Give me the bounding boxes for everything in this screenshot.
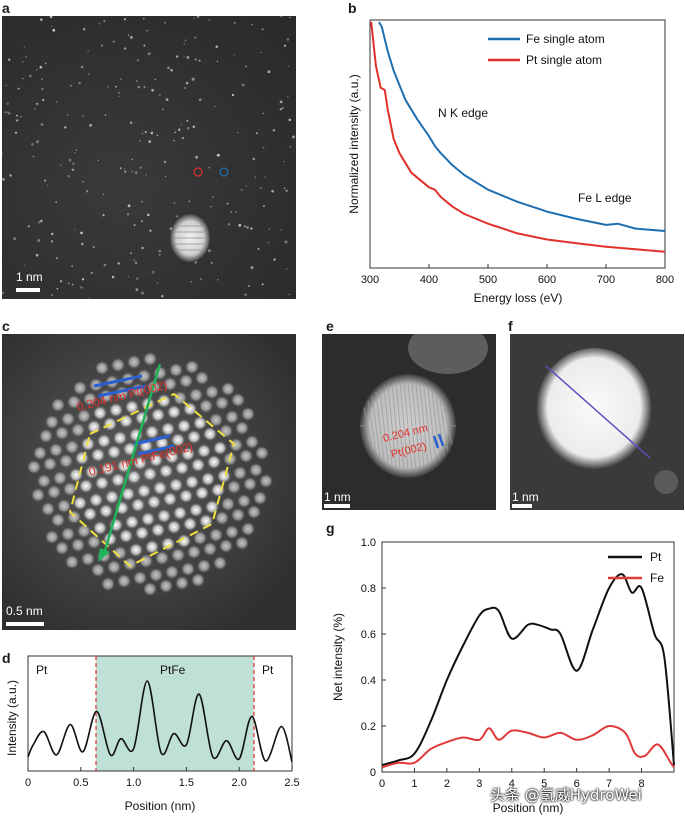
- stem-image-c: 0.204 nm Pt(002) 0.191 nm PtFe(002) 0.5 …: [2, 334, 296, 630]
- chart-g-series-fe: [381, 724, 675, 769]
- chart-d-xtick-label: 1.0: [126, 777, 141, 789]
- region-label-ptfe: PtFe: [160, 663, 186, 677]
- chart-g-xtick-label: 3: [476, 778, 482, 790]
- scalebar-c: [6, 622, 44, 626]
- legend-b: Fe single atom Pt single atom: [488, 32, 605, 67]
- legend-b-label-fe: Fe single atom: [526, 32, 605, 46]
- chart-g-ytick-label: 0.4: [361, 675, 376, 687]
- chart-g-xtick-label: 8: [638, 778, 644, 790]
- lattice-line-ptfe-1: [133, 434, 171, 446]
- chart-g-ytick-label: 1.0: [361, 537, 376, 549]
- arrow-head: [98, 548, 110, 562]
- legend-g: Pt Fe: [608, 550, 664, 585]
- chart-d-series-intensity: [27, 680, 293, 763]
- watermark: 头条 @氢威HydroWei: [490, 786, 642, 804]
- chart-g-xtick-label: 1: [411, 778, 417, 790]
- stem-image-e: 0.204 nm Pt(002) 1 nm: [322, 334, 496, 510]
- panel-letter-g: g: [326, 520, 335, 536]
- chart-g-series-pt: [381, 573, 675, 767]
- lattice-line-pt-2: [97, 384, 147, 398]
- stem-image-f: 1 nm: [510, 334, 684, 510]
- chart-g-ytick-label: 0.6: [361, 629, 376, 641]
- line-profile-arrow: [102, 363, 162, 555]
- chart-d-ylabel: Intensity (a.u.): [5, 680, 19, 756]
- panel-letter-b: b: [348, 0, 357, 16]
- scalebar-a: [16, 288, 40, 292]
- chart-d-xlabel: Position (nm): [125, 799, 196, 813]
- scalebar-e: [324, 504, 350, 508]
- chart-b-xtick-label: 400: [420, 274, 438, 286]
- panel-letter-f: f: [508, 318, 513, 334]
- chart-d-xtick-label: 2.0: [232, 777, 247, 789]
- scalebar-label-e: 1 nm: [324, 490, 351, 504]
- region-label-pt-right: Pt: [262, 663, 274, 677]
- panel-letter-e: e: [326, 318, 334, 334]
- chart-d-xtick-label: 2.5: [284, 777, 299, 789]
- single-atom-dots: [2, 16, 295, 299]
- chart-g: 0 1 2 3 4 5 6 7 8 0 0.2 0.4 0.6 0.8 1.0 Pt Fe Position…: [331, 537, 675, 815]
- legend-b-label-pt: Pt single atom: [526, 53, 602, 67]
- chart-d-frame: [27, 655, 293, 772]
- chart-b-xtick-label: 700: [597, 274, 615, 286]
- chart-g-frame: [381, 541, 675, 773]
- chart-g-ylabel: Net intensity (%): [331, 613, 345, 701]
- scalebar-label-f: 1 nm: [512, 490, 539, 504]
- chart-g-ytick-label: 0.8: [361, 583, 376, 595]
- chart-g-ytick-label: 0: [370, 767, 376, 779]
- chart-b-xtick-label: 800: [656, 274, 674, 286]
- chart-g-xtick-label: 2: [444, 778, 450, 790]
- legend-g-label-pt: Pt: [650, 550, 662, 564]
- chart-g-xlabel: Position (nm): [493, 801, 564, 815]
- region-label-pt-left: Pt: [36, 663, 48, 677]
- chart-d-xtick-label: 0.5: [73, 777, 88, 789]
- panel-letter-a: a: [2, 0, 10, 16]
- chart-g-xtick-label: 6: [574, 778, 580, 790]
- ptfe-core-outline: [68, 392, 236, 568]
- panel-letter-d: d: [2, 650, 11, 666]
- annotation-fe-l-edge: Fe L edge: [578, 191, 632, 205]
- eds-line-scan: [545, 365, 651, 459]
- stem-image-a: 1 nm: [2, 16, 296, 299]
- chart-d-xtick-label: 1.5: [179, 777, 194, 789]
- nanoparticle-f: [536, 348, 652, 472]
- chart-b-xtick-label: 300: [361, 274, 379, 286]
- chart-g-ytick-label: 0.2: [361, 721, 376, 733]
- scalebar-f: [512, 504, 532, 508]
- chart-b-xtick-label: 600: [538, 274, 556, 286]
- fe-atom-marker: [219, 167, 229, 177]
- scalebar-label-a: 1 nm: [16, 270, 43, 284]
- legend-g-label-fe: Fe: [650, 571, 664, 585]
- chart-d: 0 0.5 1.0 1.5 2.0 2.5 Pt PtFe Pt Position (nm…: [5, 655, 300, 813]
- scalebar-label-c: 0.5 nm: [6, 604, 43, 618]
- chart-g-xtick-label: 5: [541, 778, 547, 790]
- lattice-line-pt-1: [93, 374, 143, 388]
- panel-letter-c: c: [2, 318, 10, 334]
- chart-g-xtick-label: 4: [509, 778, 515, 790]
- chart-b-ylabel: Normalized intensity (a.u.): [347, 74, 361, 213]
- chart-b-series-fe: [378, 21, 666, 232]
- chart-b: 300 400 500 600 700 800 N K edge Fe L edge Fe…: [347, 19, 674, 305]
- chart-b-series-pt: [370, 21, 666, 253]
- chart-g-xtick-label: 7: [606, 778, 612, 790]
- lattice-line-ptfe-2: [137, 444, 175, 456]
- chart-b-xlabel: Energy loss (eV): [474, 291, 563, 305]
- annotation-n-k-edge: N K edge: [438, 106, 488, 120]
- lattice-line-e-2: [437, 433, 445, 447]
- ptfe-shaded-region: [96, 656, 254, 771]
- chart-g-xtick-label: 0: [379, 778, 385, 790]
- chart-b-xtick-label: 500: [479, 274, 497, 286]
- pt-atom-marker: [193, 167, 203, 177]
- chart-b-frame: [369, 19, 666, 269]
- chart-d-xtick-label: 0: [25, 777, 31, 789]
- lattice-line-e-1: [432, 435, 440, 449]
